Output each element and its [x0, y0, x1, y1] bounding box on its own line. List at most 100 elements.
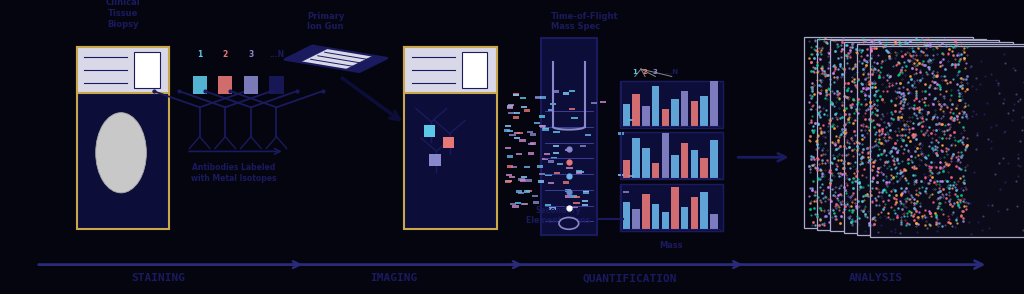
Bar: [527, 152, 534, 155]
Bar: [525, 190, 531, 192]
Bar: [520, 106, 526, 108]
Text: Mass: Mass: [659, 241, 683, 250]
Bar: [509, 176, 515, 178]
Bar: [520, 203, 526, 205]
Bar: [662, 109, 669, 126]
Bar: [578, 171, 584, 173]
Bar: [516, 191, 522, 193]
Bar: [535, 97, 541, 99]
Bar: [541, 38, 597, 235]
Bar: [507, 155, 513, 158]
Bar: [508, 104, 514, 106]
Bar: [566, 167, 572, 169]
Bar: [543, 128, 549, 131]
Bar: [507, 105, 513, 108]
Bar: [527, 131, 534, 133]
Text: IMAGING: IMAGING: [371, 273, 418, 283]
Bar: [514, 132, 520, 134]
Bar: [617, 133, 624, 135]
Bar: [539, 173, 545, 175]
Text: QUANTIFICATION: QUANTIFICATION: [583, 273, 677, 283]
Bar: [548, 181, 554, 184]
Bar: [570, 195, 577, 198]
Bar: [623, 191, 629, 193]
Bar: [553, 131, 559, 133]
Bar: [551, 157, 557, 159]
Bar: [553, 152, 559, 154]
Bar: [844, 42, 1013, 233]
Bar: [620, 132, 723, 179]
Bar: [700, 192, 708, 229]
Bar: [524, 109, 530, 112]
Bar: [681, 207, 688, 229]
Bar: [804, 37, 973, 228]
Bar: [672, 99, 679, 126]
Bar: [515, 202, 521, 204]
Bar: [541, 125, 547, 128]
Bar: [429, 154, 440, 166]
Bar: [711, 81, 718, 126]
Bar: [565, 189, 571, 192]
Bar: [600, 101, 606, 103]
Bar: [512, 206, 518, 208]
Bar: [691, 150, 698, 178]
Bar: [557, 163, 563, 165]
Bar: [518, 178, 524, 181]
Bar: [532, 195, 539, 198]
Bar: [527, 143, 534, 145]
Bar: [462, 52, 487, 88]
Bar: [540, 96, 546, 98]
Bar: [526, 179, 532, 181]
Bar: [711, 141, 718, 178]
Bar: [573, 202, 580, 204]
Bar: [700, 158, 708, 178]
Ellipse shape: [559, 218, 579, 229]
Bar: [662, 212, 669, 229]
Bar: [564, 149, 570, 151]
Bar: [77, 47, 169, 229]
Bar: [652, 204, 659, 229]
Text: Clinical
Tissue
Biopsy: Clinical Tissue Biopsy: [105, 0, 140, 29]
Bar: [672, 187, 679, 229]
Text: 2: 2: [643, 69, 647, 75]
Text: Time-of-Flight
Mass Spec: Time-of-Flight Mass Spec: [551, 12, 618, 31]
Bar: [548, 161, 554, 163]
Text: 1: 1: [197, 50, 203, 59]
Text: STAINING: STAINING: [132, 273, 185, 283]
Bar: [553, 145, 559, 147]
Bar: [506, 180, 512, 182]
Bar: [591, 102, 597, 104]
Bar: [623, 160, 630, 178]
Bar: [512, 116, 518, 118]
Bar: [642, 148, 649, 178]
Bar: [857, 44, 1024, 235]
Bar: [517, 132, 523, 134]
Bar: [504, 129, 510, 132]
Text: 3: 3: [248, 50, 254, 59]
Bar: [507, 130, 513, 132]
Bar: [672, 155, 679, 178]
Bar: [193, 76, 207, 94]
Bar: [514, 112, 520, 114]
Bar: [554, 172, 560, 174]
Bar: [563, 181, 569, 184]
Bar: [652, 163, 659, 178]
Bar: [681, 143, 688, 178]
Polygon shape: [284, 46, 329, 62]
Bar: [404, 47, 497, 229]
Bar: [529, 142, 536, 145]
Bar: [623, 202, 630, 229]
Bar: [244, 76, 258, 94]
Bar: [514, 137, 520, 139]
Bar: [628, 119, 634, 121]
Bar: [509, 134, 515, 136]
Bar: [552, 90, 558, 93]
Bar: [582, 204, 588, 206]
Bar: [534, 201, 540, 204]
Polygon shape: [284, 46, 388, 72]
Polygon shape: [345, 56, 388, 72]
Bar: [77, 47, 169, 93]
Bar: [817, 39, 986, 230]
Bar: [583, 190, 589, 193]
Bar: [585, 134, 591, 136]
